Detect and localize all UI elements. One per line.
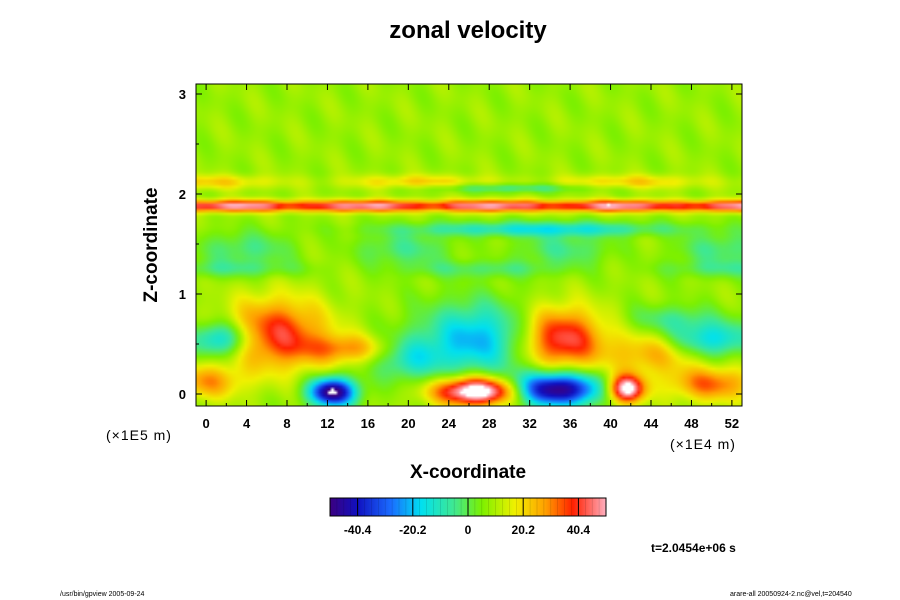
colorbar-tick-label: -20.2	[399, 523, 427, 537]
y-axis-label: Z-coordinate	[141, 187, 162, 302]
y-tick-label: 2	[179, 187, 186, 202]
x-tick-label: 8	[283, 416, 290, 431]
x-tick-label: 4	[243, 416, 251, 431]
x-tick-label: 0	[202, 416, 209, 431]
colorbar-tick-label: -40.4	[344, 523, 372, 537]
colorbar-tick-label: 0	[465, 523, 472, 537]
y-multiplier: (×1E5 m)	[106, 427, 172, 443]
x-tick-label: 16	[361, 416, 375, 431]
x-axis-label: X-coordinate	[410, 462, 526, 483]
x-tick-label: 32	[522, 416, 536, 431]
x-multiplier: (×1E4 m)	[670, 436, 736, 452]
x-tick-label: 24	[442, 416, 457, 431]
x-tick-label: 12	[320, 416, 334, 431]
x-tick-label: 52	[725, 416, 739, 431]
chart-title: zonal velocity	[389, 17, 547, 44]
colorbar-tick-label: 20.2	[512, 523, 536, 537]
x-tick-label: 20	[401, 416, 415, 431]
colorbar-tick-label: 40.4	[567, 523, 591, 537]
heatmap	[196, 84, 742, 406]
y-tick-label: 0	[179, 387, 186, 402]
timestamp: t=2.0454e+06 s	[651, 541, 736, 555]
x-tick-label: 40	[603, 416, 617, 431]
x-tick-label: 48	[684, 416, 698, 431]
x-tick-label: 44	[644, 416, 659, 431]
footer-left: /usr/bin/gpview 2005-09-24	[60, 591, 145, 598]
x-tick-label: 28	[482, 416, 496, 431]
x-tick-label: 36	[563, 416, 577, 431]
x-axis: 0 4 8 12 16 20 24 28 32 36 40 44 48 52	[202, 84, 739, 431]
footer-right: arare-all 20050924-2.nc@vel,t=204540	[730, 591, 852, 598]
colorbar-ticks: -40.4 -20.2 0 20.2 40.4	[344, 498, 590, 537]
y-tick-label: 3	[179, 87, 186, 102]
y-tick-label: 1	[179, 287, 186, 302]
plot-area	[196, 84, 742, 406]
y-axis: 0 1 2 3	[179, 87, 742, 402]
